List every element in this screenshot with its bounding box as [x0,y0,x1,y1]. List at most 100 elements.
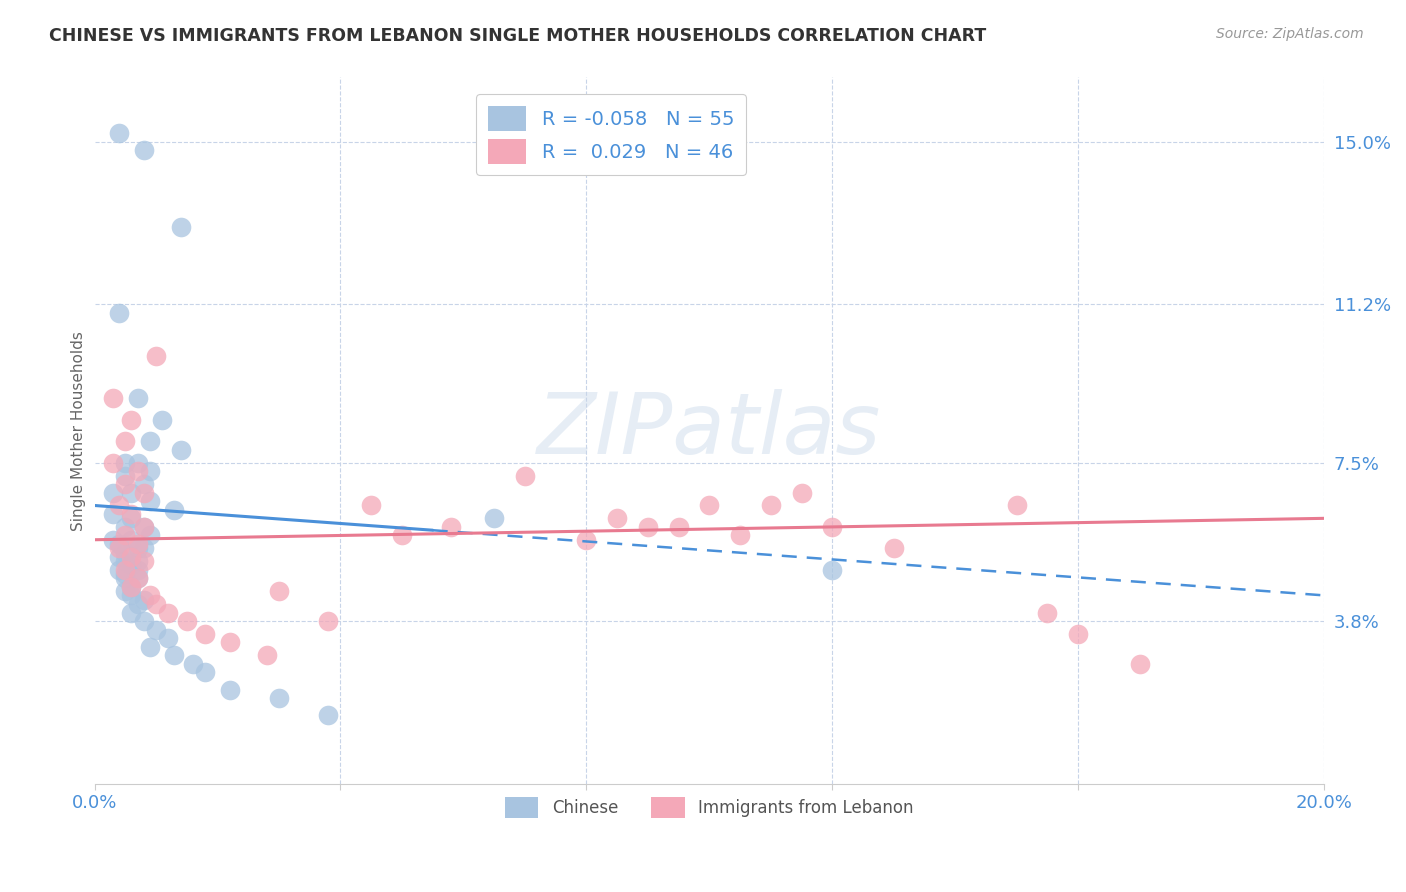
Point [316,614,339,628]
Point [132,541,155,556]
Point [194,627,217,641]
Point [482,511,505,525]
Point [132,485,155,500]
Point [120,580,142,594]
Point [108,563,131,577]
Point [139,434,162,449]
Point [139,588,162,602]
Point [575,533,598,547]
Point [120,588,142,602]
Point [139,464,162,478]
Point [132,143,155,157]
Point [821,520,844,534]
Point [699,499,721,513]
Point [637,520,659,534]
Point [267,584,290,599]
Point [114,584,136,599]
Point [132,477,155,491]
Point [120,413,142,427]
Point [127,571,149,585]
Point [120,606,142,620]
Point [127,597,149,611]
Point [1005,499,1028,513]
Point [114,566,136,581]
Point [145,597,167,611]
Point [127,554,149,568]
Legend: Chinese, Immigrants from Lebanon: Chinese, Immigrants from Lebanon [498,790,921,825]
Point [1067,627,1090,641]
Point [1129,657,1152,671]
Point [114,545,136,559]
Point [169,220,191,235]
Text: Source: ZipAtlas.com: Source: ZipAtlas.com [1216,27,1364,41]
Point [108,306,131,320]
Point [120,533,142,547]
Point [108,499,131,513]
Point [114,563,136,577]
Point [127,392,149,406]
Point [120,511,142,525]
Point [668,520,690,534]
Point [157,631,180,645]
Point [513,468,536,483]
Text: ZIPatlas: ZIPatlas [537,389,882,472]
Point [139,640,162,654]
Point [132,554,155,568]
Point [120,580,142,594]
Point [120,558,142,573]
Point [267,691,290,706]
Point [176,614,198,628]
Point [101,456,124,470]
Point [145,349,167,363]
Point [316,708,339,723]
Point [127,456,149,470]
Point [132,592,155,607]
Point [1036,606,1059,620]
Point [114,456,136,470]
Point [181,657,204,671]
Point [114,477,136,491]
Point [114,554,136,568]
Point [218,682,240,697]
Point [391,528,413,542]
Point [163,502,186,516]
Y-axis label: Single Mother Households: Single Mother Households [72,331,86,531]
Point [120,507,142,521]
Point [606,511,628,525]
Point [728,528,751,542]
Point [101,507,124,521]
Point [108,537,131,551]
Point [101,533,124,547]
Point [169,442,191,457]
Point [101,392,124,406]
Point [157,606,180,620]
Point [101,485,124,500]
Point [127,464,149,478]
Point [360,499,382,513]
Point [132,520,155,534]
Point [194,665,217,680]
Point [218,635,240,649]
Point [127,537,149,551]
Point [145,623,167,637]
Point [150,413,173,427]
Point [139,494,162,508]
Point [120,485,142,500]
Point [120,549,142,564]
Point [127,571,149,585]
Point [256,648,278,663]
Point [108,549,131,564]
Point [883,541,905,556]
Point [790,485,813,500]
Point [139,528,162,542]
Point [759,499,782,513]
Point [108,126,131,140]
Point [127,541,149,556]
Point [114,571,136,585]
Point [114,528,136,542]
Point [132,520,155,534]
Point [440,520,463,534]
Point [127,563,149,577]
Point [114,520,136,534]
Point [108,541,131,556]
